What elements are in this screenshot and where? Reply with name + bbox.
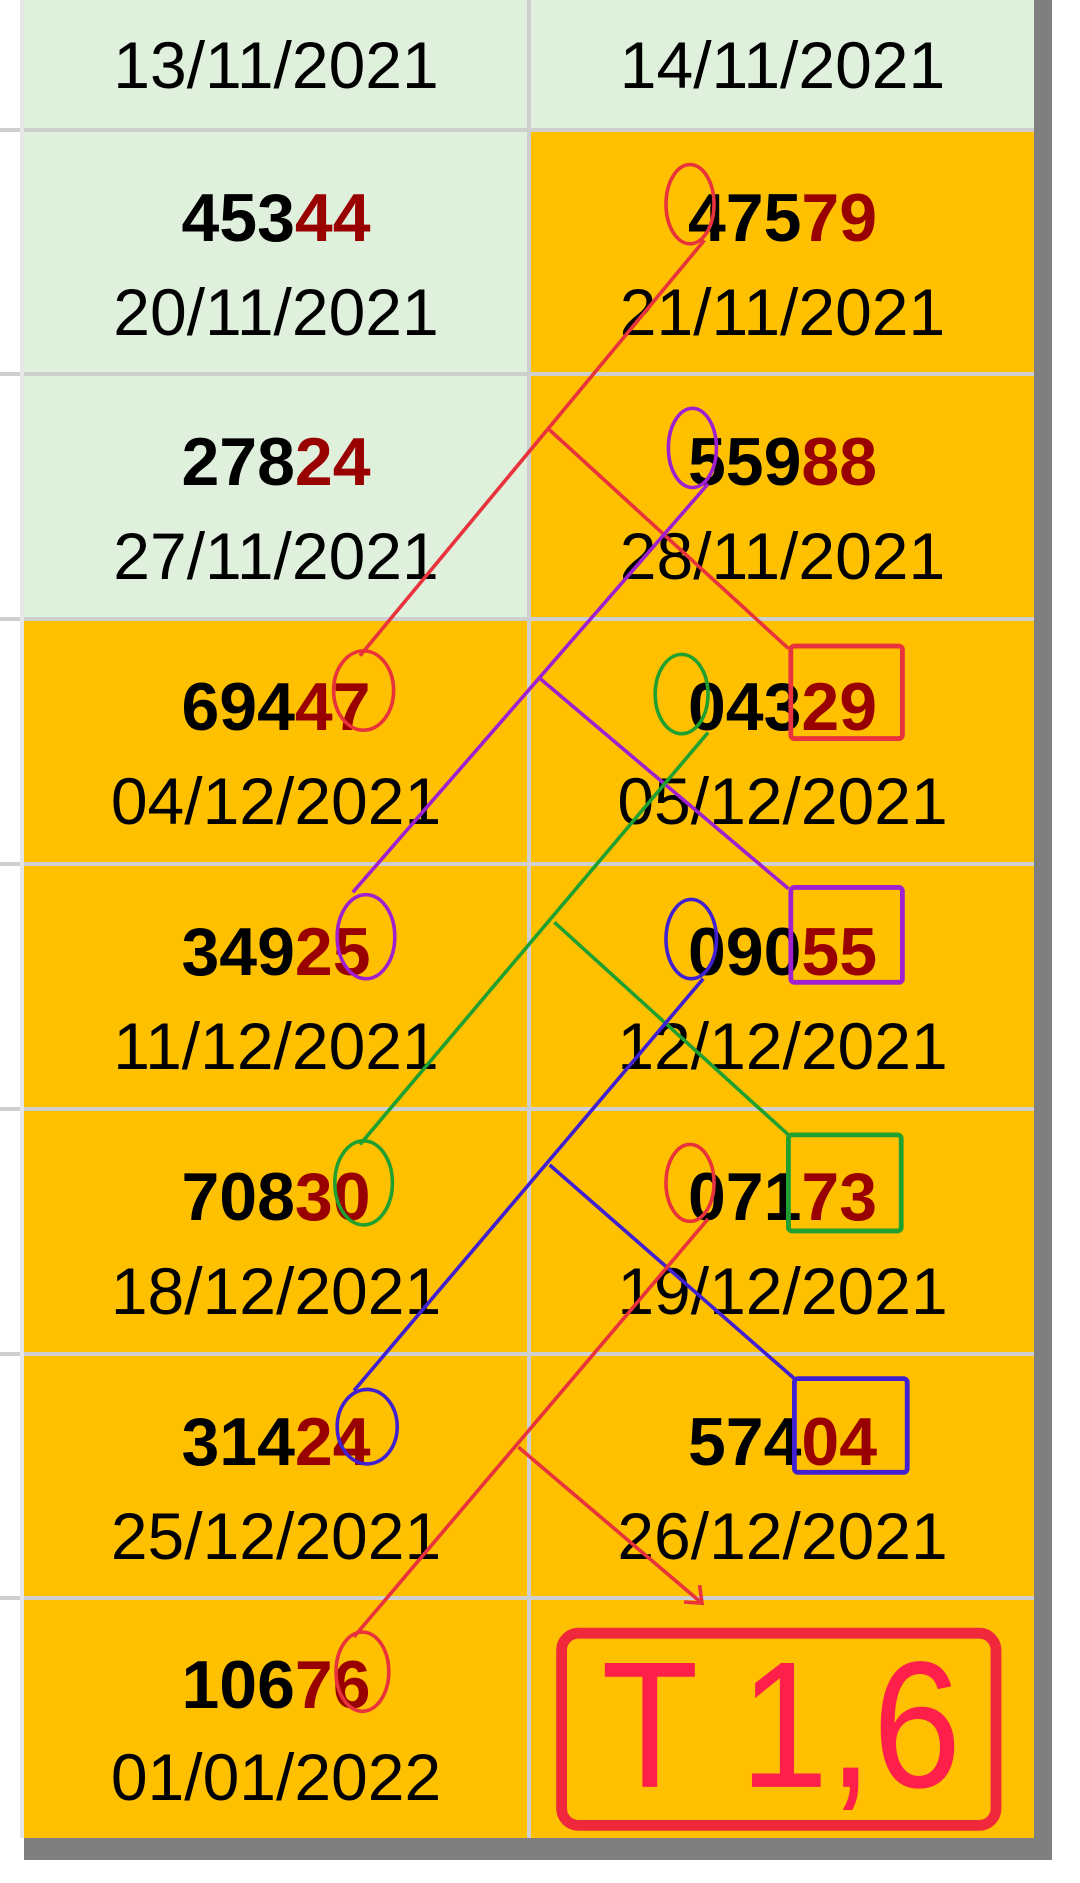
draw-number: 09055 — [531, 918, 1034, 986]
header-left-date: 13/11/2021 — [113, 28, 439, 102]
table-cell-right — [531, 1598, 1034, 1838]
draw-date: 11/12/2021 — [113, 1009, 439, 1083]
number-last-two: 24 — [294, 424, 371, 500]
column-divider — [527, 0, 531, 1838]
draw-date: 01/01/2022 — [110, 1740, 442, 1814]
draw-number: 45344 — [24, 184, 528, 252]
row-divider — [0, 1107, 1034, 1111]
number-main: 349 — [181, 914, 295, 990]
number-last-two: 29 — [801, 669, 878, 745]
table-cell-left: 69447 04/12/2021 — [24, 619, 528, 864]
table-cell-right: 09055 12/12/2021 — [531, 864, 1034, 1109]
number-main: 559 — [687, 424, 802, 500]
sheet-bottom-edge — [24, 1838, 1052, 1860]
row-divider — [0, 1596, 1034, 1600]
number-last-two: 44 — [294, 180, 371, 256]
draw-date: 21/11/2021 — [619, 275, 946, 349]
table-cell-right: 47579 21/11/2021 — [531, 130, 1034, 374]
table-cell-left: 31424 25/12/2021 — [24, 1354, 528, 1598]
draw-number: 34925 — [24, 918, 528, 986]
number-last-two: 47 — [294, 669, 371, 745]
number-last-two: 88 — [801, 424, 878, 500]
number-last-two: 76 — [294, 1647, 371, 1723]
draw-number: 27824 — [24, 428, 528, 496]
header-right-date: 14/11/2021 — [619, 28, 946, 102]
draw-date: 27/11/2021 — [113, 519, 439, 593]
sheet-right-edge — [1034, 0, 1052, 1860]
draw-number: 69447 — [24, 673, 528, 741]
draw-date: 28/11/2021 — [619, 519, 946, 593]
row-divider — [0, 372, 1034, 376]
draw-number: 55988 — [531, 428, 1034, 496]
draw-date: 04/12/2021 — [110, 764, 442, 838]
draw-date: 05/12/2021 — [617, 764, 948, 838]
number-main: 106 — [181, 1647, 295, 1723]
row-divider — [0, 128, 1034, 132]
row-divider — [0, 862, 1034, 866]
draw-number: 57404 — [531, 1408, 1034, 1476]
number-main: 574 — [687, 1404, 802, 1480]
table-cell-right: 55988 28/11/2021 — [531, 374, 1034, 619]
number-main: 278 — [181, 424, 295, 500]
number-main: 314 — [181, 1404, 295, 1480]
draw-date: 26/12/2021 — [617, 1499, 948, 1573]
table-cell-right: 04329 05/12/2021 — [531, 619, 1034, 864]
table-cell-left: 70830 18/12/2021 — [24, 1109, 528, 1354]
table-cell-left: 45344 20/11/2021 — [24, 130, 528, 374]
draw-date: 19/12/2021 — [617, 1254, 948, 1328]
draw-number: 70830 — [24, 1163, 528, 1231]
number-last-two: 55 — [801, 914, 878, 990]
draw-date: 25/12/2021 — [110, 1499, 442, 1573]
draw-number: 07173 — [531, 1163, 1034, 1231]
number-main: 071 — [687, 1159, 802, 1235]
header-right-cell: 14/11/2021 — [531, 0, 1034, 130]
number-main: 043 — [687, 669, 802, 745]
number-last-two: 30 — [294, 1159, 371, 1235]
number-main: 453 — [181, 180, 295, 256]
draw-date: 12/12/2021 — [617, 1009, 948, 1083]
row-divider — [0, 1352, 1034, 1356]
number-last-two: 24 — [294, 1404, 371, 1480]
draw-number: 31424 — [24, 1408, 528, 1476]
draw-number: 47579 — [531, 184, 1034, 252]
header-left-cell: 13/11/2021 — [24, 0, 528, 130]
number-main: 090 — [687, 914, 802, 990]
left-edge-line — [20, 0, 24, 1838]
number-main: 708 — [181, 1159, 295, 1235]
draw-number: 04329 — [531, 673, 1034, 741]
number-main: 475 — [687, 180, 802, 256]
number-main: 694 — [181, 669, 295, 745]
number-last-two: 79 — [801, 180, 878, 256]
number-last-two: 73 — [801, 1159, 878, 1235]
number-last-two: 25 — [294, 914, 371, 990]
table-cell-right: 57404 26/12/2021 — [531, 1354, 1034, 1598]
draw-number: 10676 — [24, 1651, 528, 1719]
draw-date: 18/12/2021 — [110, 1254, 442, 1328]
table-cell-left: 34925 11/12/2021 — [24, 864, 528, 1109]
row-divider — [0, 617, 1034, 621]
table-cell-left: 10676 01/01/2022 — [24, 1598, 528, 1838]
number-last-two: 04 — [801, 1404, 878, 1480]
draw-date: 20/11/2021 — [113, 275, 439, 349]
table-cell-left: 27824 27/11/2021 — [24, 374, 528, 619]
table-cell-right: 07173 19/12/2021 — [531, 1109, 1034, 1354]
